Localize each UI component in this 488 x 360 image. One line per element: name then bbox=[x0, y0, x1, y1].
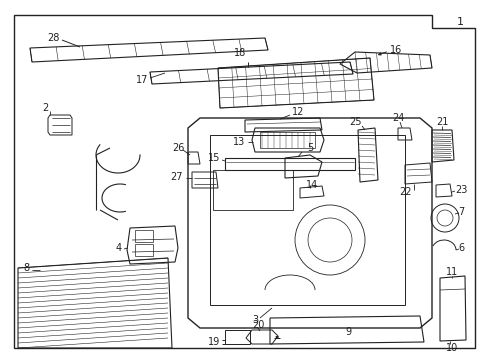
Bar bbox=[224, 158, 354, 170]
Text: 21: 21 bbox=[435, 117, 447, 127]
Text: 4: 4 bbox=[116, 243, 122, 253]
Text: 1: 1 bbox=[456, 17, 463, 27]
Text: 26: 26 bbox=[171, 143, 184, 153]
Text: 5: 5 bbox=[306, 143, 312, 153]
Text: 16: 16 bbox=[389, 45, 402, 55]
Text: 6: 6 bbox=[457, 243, 463, 253]
Text: 8: 8 bbox=[24, 263, 30, 273]
Bar bbox=[135, 230, 153, 242]
Text: 13: 13 bbox=[232, 137, 244, 147]
Text: 17: 17 bbox=[135, 75, 148, 85]
Bar bbox=[224, 330, 249, 344]
Text: 11: 11 bbox=[445, 267, 457, 277]
Text: 2: 2 bbox=[42, 103, 48, 113]
Bar bbox=[260, 132, 314, 148]
Text: 19: 19 bbox=[207, 337, 220, 347]
Bar bbox=[135, 244, 153, 256]
Text: 14: 14 bbox=[305, 180, 318, 190]
Text: 15: 15 bbox=[207, 153, 220, 163]
Text: 22: 22 bbox=[398, 187, 410, 197]
Text: 7: 7 bbox=[457, 207, 463, 217]
Bar bbox=[213, 170, 292, 210]
Text: 20: 20 bbox=[251, 320, 264, 330]
Text: 18: 18 bbox=[233, 48, 245, 58]
Bar bbox=[209, 135, 404, 305]
Text: 12: 12 bbox=[291, 107, 304, 117]
Text: 9: 9 bbox=[344, 327, 350, 337]
Text: 28: 28 bbox=[47, 33, 60, 43]
Text: 10: 10 bbox=[445, 343, 457, 353]
Text: 23: 23 bbox=[454, 185, 467, 195]
Text: 3: 3 bbox=[251, 315, 258, 325]
Text: 27: 27 bbox=[170, 172, 183, 182]
Text: 25: 25 bbox=[348, 117, 361, 127]
Text: 24: 24 bbox=[391, 113, 404, 123]
